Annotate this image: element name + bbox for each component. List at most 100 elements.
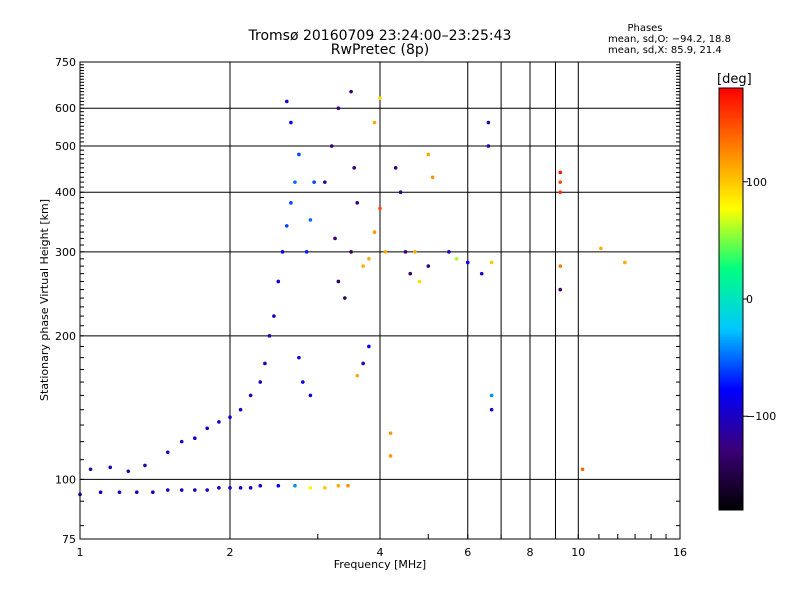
colorbar — [718, 87, 744, 511]
data-points — [78, 89, 627, 497]
data-point — [372, 230, 377, 234]
y-tick-label: 400 — [55, 186, 76, 199]
data-point — [403, 250, 408, 254]
data-point — [289, 120, 293, 125]
data-point — [378, 206, 382, 211]
data-point — [558, 190, 563, 195]
data-point — [355, 201, 359, 205]
data-point — [367, 257, 371, 261]
data-point — [284, 224, 289, 228]
data-point — [248, 393, 253, 398]
data-point — [297, 355, 301, 360]
data-point — [276, 483, 281, 488]
data-point — [126, 469, 131, 474]
data-point — [258, 483, 263, 488]
data-point — [117, 490, 122, 495]
data-point — [388, 431, 393, 435]
data-point — [329, 144, 334, 148]
x-tick-label: 10 — [571, 546, 585, 559]
y-axis-ticks: 75 100 200 300 400 500 600 750 — [55, 56, 680, 546]
data-point — [267, 334, 272, 338]
data-point — [558, 264, 563, 268]
data-point — [263, 361, 267, 366]
data-point — [355, 373, 359, 378]
data-point — [489, 393, 494, 398]
data-point — [272, 314, 276, 318]
y-tick-label: 300 — [55, 246, 76, 259]
data-point — [486, 144, 491, 148]
x-tick-label: 6 — [464, 546, 471, 559]
x-tick-label: 1 — [77, 546, 84, 559]
phases-mean-x: mean, sd,X: 85.9, 21.4 — [608, 45, 722, 56]
data-point — [623, 260, 627, 265]
data-point — [361, 361, 365, 366]
data-point — [248, 486, 253, 490]
x-axis-label: Frequency [MHz] — [334, 558, 426, 571]
data-point — [465, 260, 470, 265]
data-point — [304, 250, 309, 254]
data-point — [108, 465, 113, 470]
data-point — [238, 407, 243, 412]
data-point — [426, 152, 431, 157]
data-point — [378, 96, 382, 100]
data-point — [293, 483, 297, 488]
y-tick-label: 500 — [55, 140, 76, 153]
phases-mean-o: mean, sd,O: −94.2, 18.8 — [608, 34, 731, 45]
data-point — [308, 218, 313, 222]
data-point — [134, 490, 139, 495]
data-point — [165, 488, 170, 492]
data-point — [98, 490, 103, 495]
data-point — [333, 236, 337, 241]
chart-title: Tromsø 20160709 23:24:00–23:25:43 — [248, 28, 512, 44]
chart-subtitle: RwPretec (8p) — [331, 42, 429, 58]
data-point — [413, 250, 417, 254]
y-tick-label: 75 — [62, 533, 76, 546]
x-tick-label: 4 — [377, 546, 384, 559]
data-point — [479, 271, 484, 276]
data-point — [346, 483, 350, 488]
data-point — [426, 264, 431, 268]
data-point — [308, 393, 313, 398]
data-point — [293, 180, 297, 184]
data-point — [352, 166, 356, 170]
data-point — [349, 89, 353, 94]
data-point — [205, 426, 209, 431]
data-point — [297, 152, 301, 157]
colorbar-tick-label: −100 — [746, 410, 776, 423]
y-tick-label: 200 — [55, 330, 76, 343]
data-point — [323, 486, 327, 490]
data-point — [599, 246, 603, 251]
data-point — [143, 463, 147, 468]
data-point — [558, 287, 563, 292]
data-point — [398, 190, 403, 195]
colorbar-tick-label: 100 — [746, 176, 767, 189]
data-point — [489, 407, 494, 412]
data-point — [408, 271, 413, 276]
y-tick-label: 600 — [55, 102, 76, 115]
data-point — [289, 201, 293, 205]
colorbar-tick-label: 0 — [746, 293, 753, 306]
data-point — [228, 486, 232, 490]
data-point — [193, 436, 197, 441]
y-tick-label: 750 — [55, 56, 76, 69]
data-point — [336, 279, 341, 284]
data-point — [372, 120, 377, 125]
data-point — [179, 488, 184, 492]
x-tick-label: 16 — [673, 546, 687, 559]
x-tick-label: 2 — [227, 546, 234, 559]
data-point — [165, 450, 170, 455]
data-point — [193, 488, 197, 492]
data-point — [417, 279, 422, 284]
data-point — [323, 180, 327, 184]
data-point — [217, 486, 221, 490]
grid — [80, 62, 680, 539]
data-point — [179, 439, 184, 444]
x-axis-ticks: 1 2 4 6 8 10 16 — [77, 534, 687, 559]
data-point — [284, 99, 289, 104]
y-axis-label: Stationary phase Virtual Height [km] — [38, 199, 51, 401]
data-point — [151, 490, 155, 495]
data-point — [343, 296, 347, 300]
data-point — [388, 454, 393, 458]
data-point — [349, 250, 353, 254]
